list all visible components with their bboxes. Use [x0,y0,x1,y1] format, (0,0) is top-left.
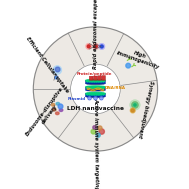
Text: Active immune system targeting: Active immune system targeting [93,98,99,189]
FancyBboxPatch shape [85,93,105,97]
Circle shape [96,93,97,95]
Circle shape [89,87,91,88]
Circle shape [101,98,102,99]
Circle shape [99,129,104,134]
Text: Rapid endosomal escape: Rapid endosomal escape [93,0,99,69]
Ellipse shape [59,109,63,112]
Circle shape [98,126,102,130]
Wedge shape [33,89,81,139]
Circle shape [103,93,104,95]
Text: High
immunogenicity: High immunogenicity [116,45,162,70]
Wedge shape [111,80,158,138]
Circle shape [96,80,97,82]
Ellipse shape [87,96,104,98]
Ellipse shape [52,108,56,111]
Circle shape [130,108,135,113]
Text: Endosome-disruptive
delivery: Endosome-disruptive delivery [25,86,69,140]
Circle shape [103,87,104,88]
Circle shape [93,43,99,50]
Ellipse shape [51,104,55,106]
Ellipse shape [86,79,105,82]
Circle shape [98,87,100,88]
Ellipse shape [87,83,104,84]
Circle shape [91,93,93,95]
Circle shape [89,93,91,95]
Circle shape [87,45,90,48]
Circle shape [55,76,58,79]
Circle shape [85,43,92,50]
Circle shape [87,80,88,82]
Text: LDH nanovaccine: LDH nanovaccine [67,106,124,111]
Circle shape [98,43,105,50]
Wedge shape [68,27,124,67]
Circle shape [94,45,97,48]
FancyBboxPatch shape [85,87,105,90]
FancyBboxPatch shape [93,76,97,80]
Text: Protein/peptide: Protein/peptide [77,72,112,76]
Text: DNA/RNA: DNA/RNA [105,86,126,90]
FancyBboxPatch shape [89,76,93,80]
Circle shape [130,100,140,110]
Ellipse shape [86,92,105,95]
Circle shape [100,87,102,88]
FancyBboxPatch shape [98,76,101,80]
Circle shape [98,80,100,82]
Circle shape [89,98,90,99]
Circle shape [33,27,158,151]
Circle shape [131,109,134,112]
Circle shape [100,45,103,48]
Circle shape [94,93,95,95]
Circle shape [98,93,100,95]
Circle shape [133,104,136,106]
Circle shape [91,87,93,88]
Text: Plasmid: Plasmid [68,97,86,101]
Wedge shape [58,109,134,151]
Circle shape [55,67,60,72]
Ellipse shape [86,86,105,88]
Ellipse shape [56,112,59,115]
Wedge shape [107,34,157,86]
Circle shape [96,133,100,137]
Circle shape [91,129,96,134]
Circle shape [95,98,96,99]
Circle shape [103,80,104,82]
Circle shape [96,87,97,88]
Circle shape [126,63,131,68]
Circle shape [100,93,102,95]
Circle shape [132,103,137,107]
Text: Synergy bioadjuvant: Synergy bioadjuvant [137,80,154,138]
Circle shape [71,64,120,114]
Circle shape [91,80,93,82]
Circle shape [94,87,95,88]
Circle shape [87,87,88,88]
Circle shape [93,126,96,129]
Circle shape [89,80,91,82]
Ellipse shape [56,102,60,105]
Circle shape [94,80,95,82]
Circle shape [131,101,139,108]
Circle shape [53,66,62,74]
Wedge shape [33,33,84,89]
FancyBboxPatch shape [85,81,105,84]
Circle shape [58,104,63,109]
Text: Efficient Cellular uptake: Efficient Cellular uptake [25,36,70,94]
Ellipse shape [87,89,104,91]
Circle shape [100,80,102,82]
Circle shape [87,93,88,95]
FancyBboxPatch shape [102,76,105,80]
